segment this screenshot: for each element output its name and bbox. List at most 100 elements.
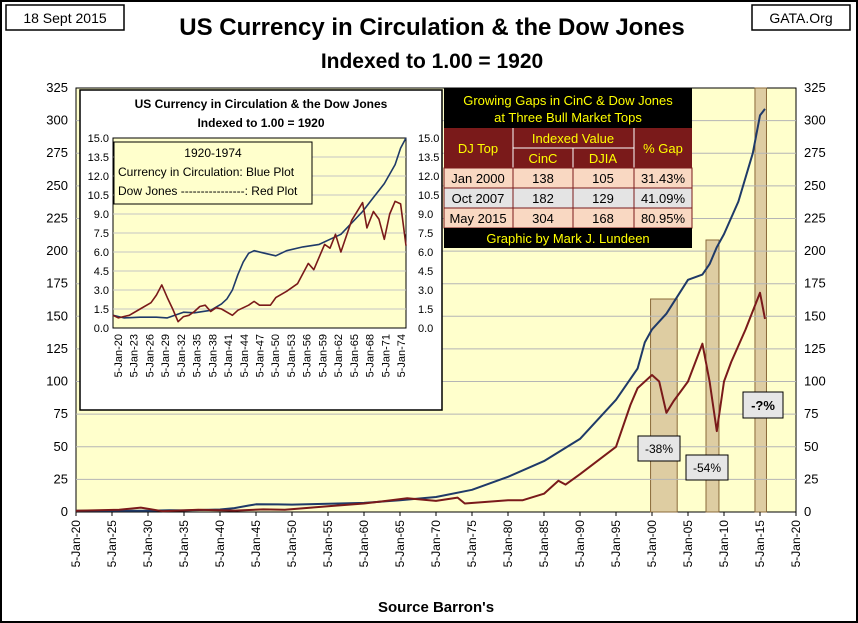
y-tick-left: 125: [46, 341, 68, 356]
inset-subtitle: Indexed to 1.00 = 1920: [197, 116, 324, 130]
inset-y-tick-right: 6.0: [418, 247, 433, 259]
inset-y-axis-left: 0.0 1.5 3.0 4.5 6.0 7.5 9.0 10.5 12.0 13.5 15.0: [88, 133, 109, 335]
y-tick-right: 275: [804, 145, 826, 160]
table-row-1-djia: 105: [592, 171, 614, 186]
inset-y-tick-right: 3.0: [418, 285, 433, 297]
x-tick-label: 5-Jan-65: [393, 520, 407, 568]
inset-x-tick-label: 5-Jan-20: [113, 334, 125, 377]
table-row-2-djia: 129: [592, 191, 614, 206]
inset-y-tick-left: 0.0: [94, 323, 109, 335]
x-tick-label: 5-Jan-30: [141, 520, 155, 568]
table-row-3-djia: 168: [592, 211, 614, 226]
inset-y-tick-left: 4.5: [94, 266, 109, 278]
y-tick-right: 200: [804, 243, 826, 258]
table-row-2-top: Oct 2007: [452, 191, 505, 206]
table-row-3-cinc: 304: [532, 211, 554, 226]
inset-y-tick-left: 10.5: [88, 190, 109, 202]
y-tick-left: 300: [46, 113, 68, 128]
shaded-region-2: [705, 239, 720, 513]
y-tick-left: 25: [54, 471, 68, 486]
table-row-2-gap: 41.09%: [641, 191, 686, 206]
inset-y-tick-left: 6.0: [94, 247, 109, 259]
table-row-3-top: May 2015: [449, 211, 506, 226]
series-dow-line: [75, 291, 766, 513]
source-badge-label: GATA.Org: [769, 10, 832, 26]
y-tick-right: 150: [804, 308, 826, 323]
inset-y-tick-right: 0.0: [418, 323, 433, 335]
inset-y-tick-right: 12.0: [418, 171, 439, 183]
inset-y-tick-right: 9.0: [418, 209, 433, 221]
gap-table: Growing Gaps in CinC & Dow Jones at Thre…: [443, 88, 693, 248]
x-tick-label: 5-Jan-10: [717, 520, 731, 568]
inset-y-tick-left: 3.0: [94, 285, 109, 297]
inset-x-tick-label: 5-Jan-32: [176, 334, 188, 377]
x-tick-label: 5-Jan-80: [501, 520, 515, 568]
y-tick-right: 75: [804, 406, 818, 421]
inset-x-tick-label: 5-Jan-74: [396, 334, 408, 377]
x-tick-label: 5-Jan-95: [609, 520, 623, 568]
inset-x-tick-label: 5-Jan-23: [129, 334, 141, 377]
y-tick-left: 225: [46, 210, 68, 225]
inset-x-tick-label: 5-Jan-62: [333, 334, 345, 377]
inset-x-tick-label: 5-Jan-56: [302, 334, 314, 377]
inset-chart: US Currency in Circulation & the Dow Jon…: [79, 89, 443, 411]
x-tick-label: 5-Jan-20: [789, 520, 803, 568]
inset-x-tick-label: 5-Jan-29: [160, 334, 172, 377]
inset-x-axis: 5-Jan-20 5-Jan-23 5-Jan-26 5-Jan-29 5-Jan-32…: [113, 334, 408, 377]
series-currency-line: [75, 108, 766, 512]
annotation-unknown-label: -?%: [751, 398, 775, 413]
y-tick-right: 50: [804, 439, 818, 454]
y-tick-right: 300: [804, 113, 826, 128]
table-title-line1: Growing Gaps in CinC & Dow Jones: [463, 93, 673, 108]
y-tick-right: 25: [804, 471, 818, 486]
x-tick-label: 5-Jan-15: [753, 520, 767, 568]
y-tick-right: 175: [804, 276, 826, 291]
inset-x-tick-label: 5-Jan-65: [349, 334, 361, 377]
inset-title: US Currency in Circulation & the Dow Jon…: [135, 97, 388, 111]
inset-y-tick-left: 13.5: [88, 152, 109, 164]
inset-x-tick-label: 5-Jan-53: [286, 334, 298, 377]
y-tick-left: 275: [46, 145, 68, 160]
x-tick-label: 5-Jan-85: [537, 520, 551, 568]
inset-x-tick-label: 5-Jan-47: [255, 334, 267, 377]
inset-x-tick-label: 5-Jan-41: [223, 334, 235, 377]
y-axis-left: 0 25 50 75 100 125 150 175 200 225 250 275 300 325: [46, 80, 68, 519]
table-footer-bg: [444, 228, 692, 248]
inset-y-tick-right: 4.5: [418, 266, 433, 278]
x-tick-label: 5-Jan-75: [465, 520, 479, 568]
table-title-line2: at Three Bull Market Tops: [494, 110, 642, 125]
inset-y-tick-left: 12.0: [88, 171, 109, 183]
inset-series-lines: [112, 137, 407, 323]
table-col-gap: % Gap: [643, 141, 683, 156]
inset-x-tick-label: 5-Jan-38: [207, 334, 219, 377]
x-tick-label: 5-Jan-35: [177, 520, 191, 568]
x-tick-label: 5-Jan-05: [681, 520, 695, 568]
x-tick-label: 5-Jan-90: [573, 520, 587, 568]
y-tick-left: 100: [46, 374, 68, 389]
chart-title: US Currency in Circulation & the Dow Jon…: [179, 14, 684, 41]
inset-dow-line: [112, 200, 407, 323]
inset-x-tick-label: 5-Jan-50: [270, 334, 282, 377]
inset-y-tick-right: 15.0: [418, 133, 439, 145]
y-tick-left: 0: [61, 504, 68, 519]
y-tick-left: 75: [54, 406, 68, 421]
y-tick-right: 0: [804, 504, 811, 519]
y-tick-left: 200: [46, 243, 68, 258]
x-tick-label: 5-Jan-70: [429, 520, 443, 568]
annotation-unknown: -?%: [742, 391, 784, 419]
y-tick-right: 325: [804, 80, 826, 95]
inset-x-tick-label: 5-Jan-59: [317, 334, 329, 377]
x-tick-label: 5-Jan-25: [105, 520, 119, 568]
inset-x-tick-label: 5-Jan-26: [144, 334, 156, 377]
date-badge: [5, 4, 125, 31]
x-tick-label: 5-Jan-60: [357, 520, 371, 568]
table-row-1-cinc: 138: [532, 171, 554, 186]
x-axis: 5-Jan-20 5-Jan-25 5-Jan-30 5-Jan-35 5-Jan-40…: [69, 512, 803, 567]
inset-legend-box: [113, 141, 313, 205]
inset-x-tick-label: 5-Jan-71: [380, 334, 392, 377]
inset-x-tick-label: 5-Jan-68: [365, 334, 377, 377]
x-tick-label: 5-Jan-45: [249, 520, 263, 568]
annotation-54-label: -54%: [693, 461, 721, 475]
y-tick-left: 175: [46, 276, 68, 291]
